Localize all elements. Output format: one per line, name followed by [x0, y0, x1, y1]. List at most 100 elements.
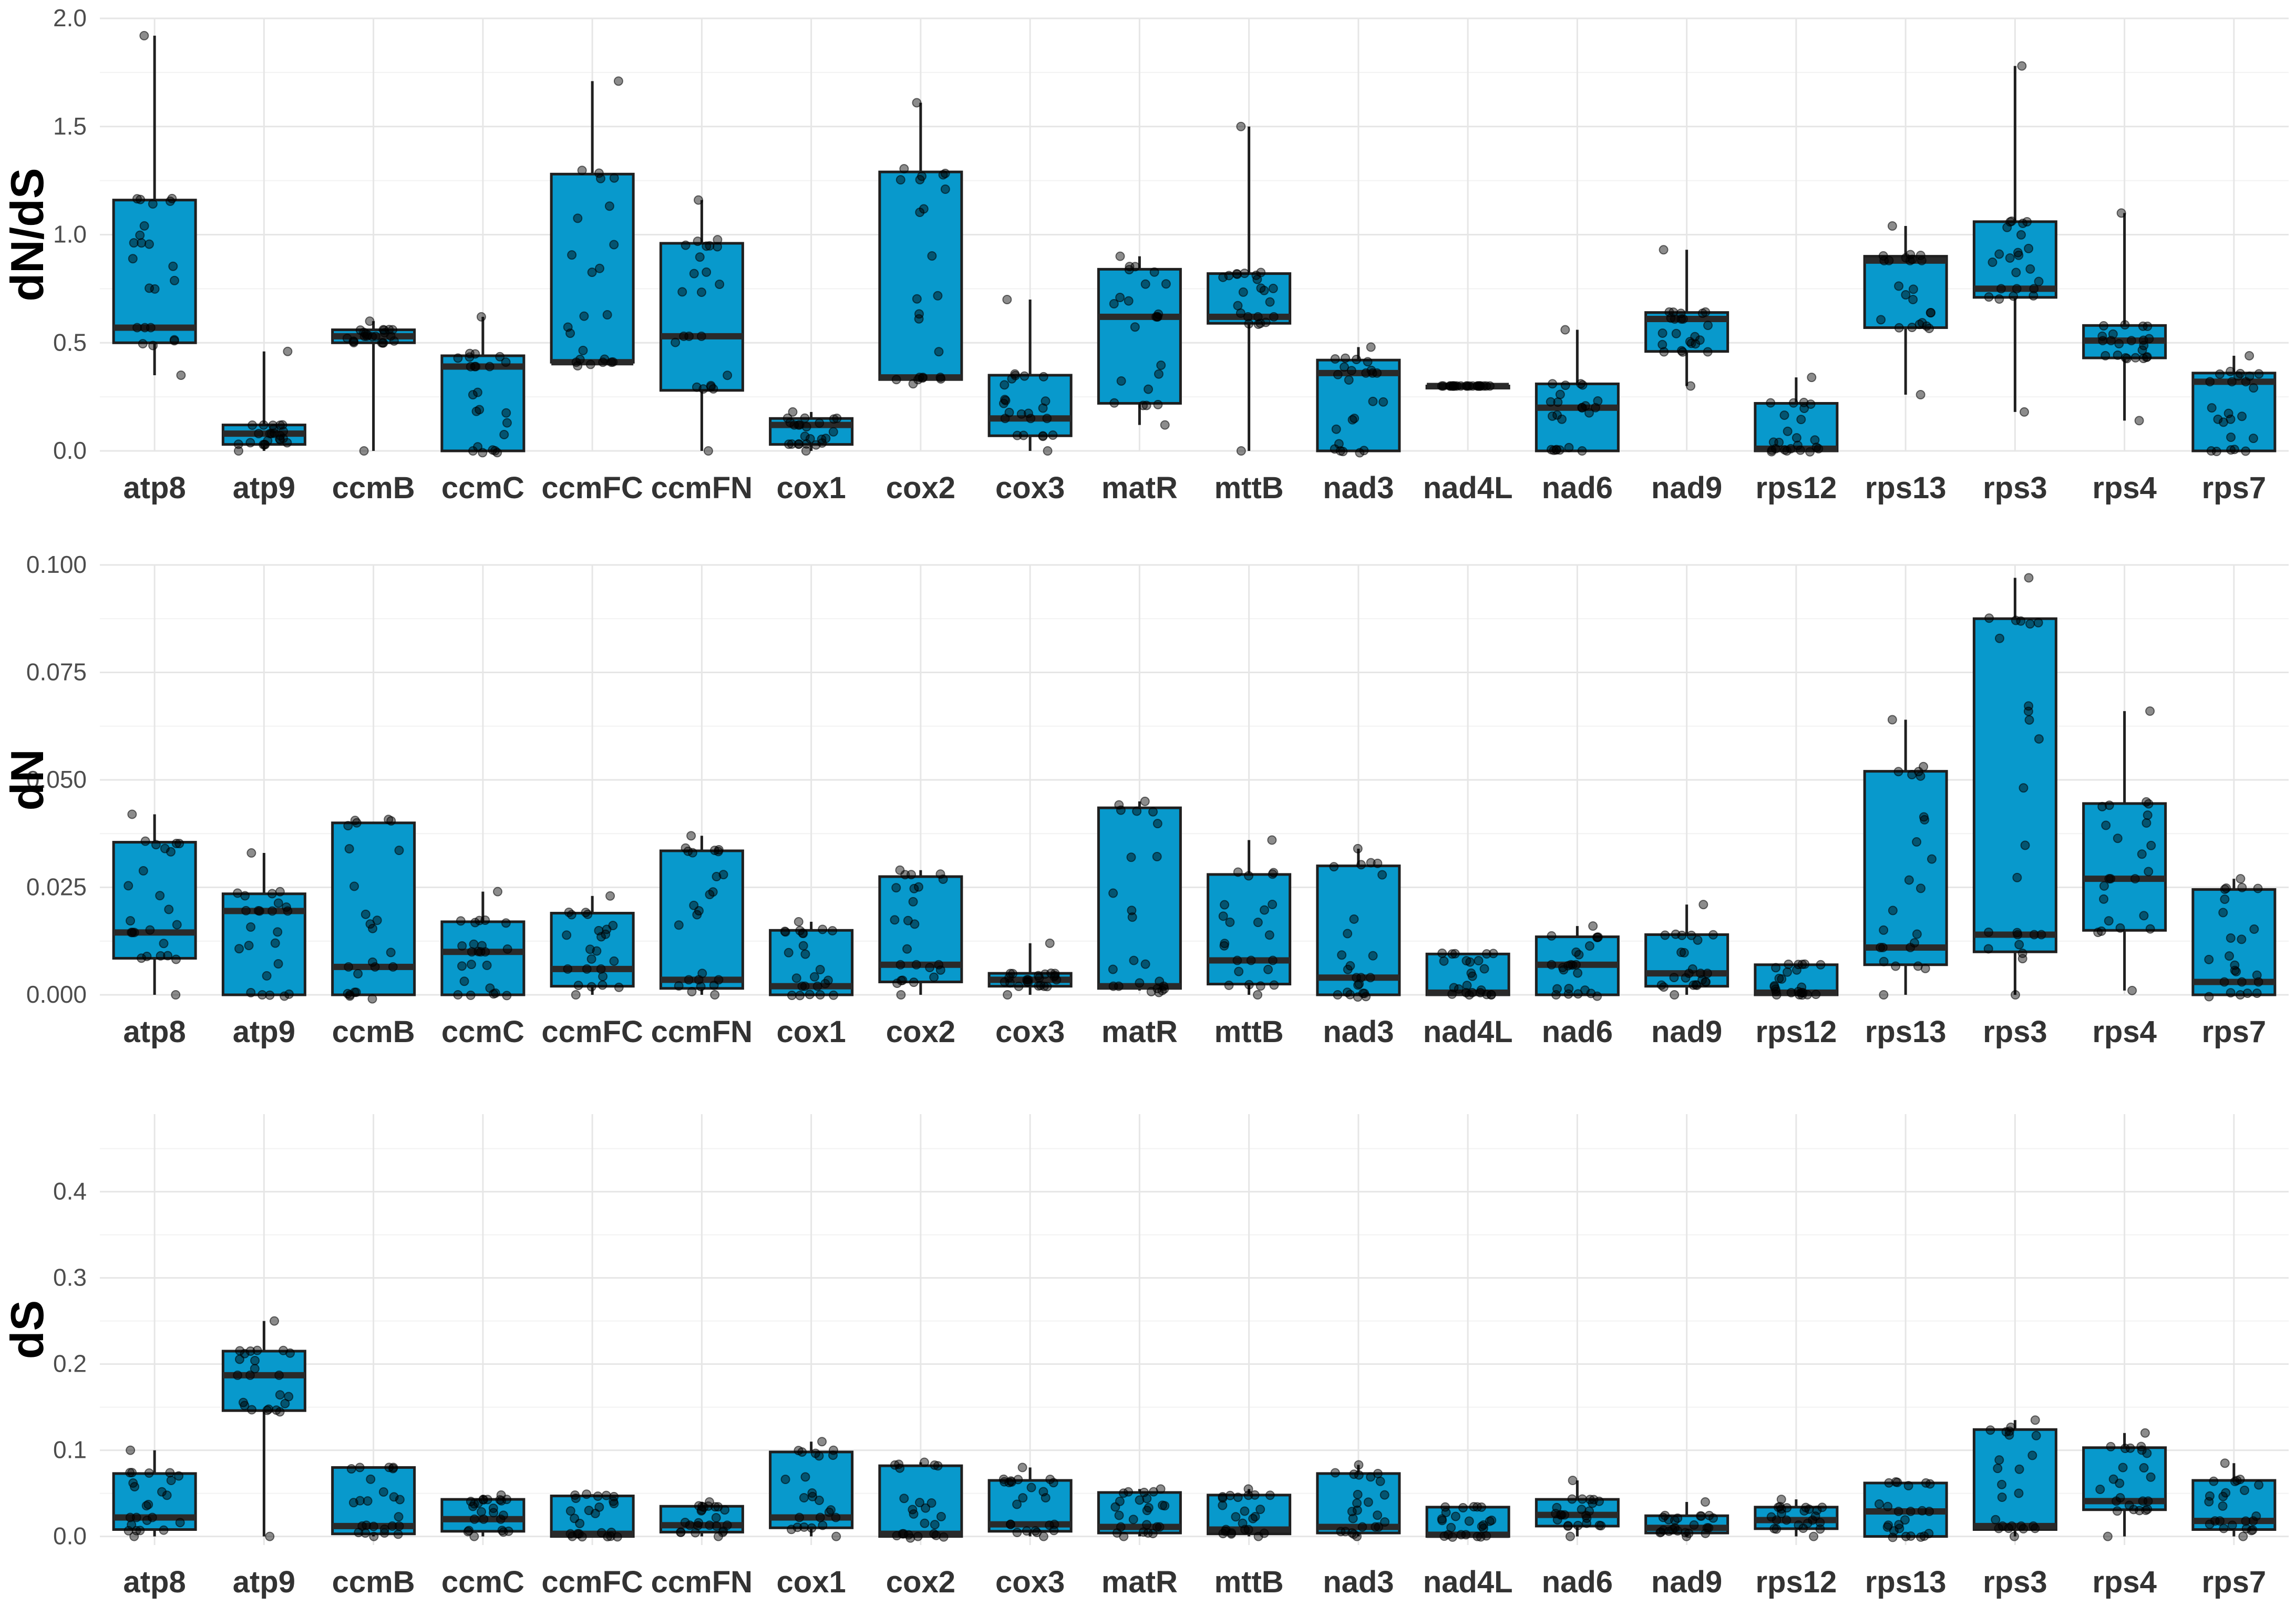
- data-point: [1811, 990, 1821, 1000]
- data-point: [713, 235, 723, 245]
- box-iqr: [1097, 267, 1182, 405]
- data-point: [594, 263, 604, 273]
- data-point: [1467, 971, 1477, 981]
- data-point: [1269, 312, 1279, 322]
- data-point: [1437, 1516, 1447, 1526]
- y-tick-label: 1.0: [53, 221, 87, 248]
- data-point: [805, 434, 815, 444]
- data-point: [1333, 369, 1343, 379]
- data-point: [1708, 930, 1718, 940]
- data-point: [1771, 986, 1781, 996]
- data-point: [1998, 1521, 2007, 1531]
- data-point: [1584, 941, 1594, 951]
- data-point: [2033, 617, 2043, 627]
- data-point: [1338, 447, 1348, 457]
- data-point: [1563, 1521, 1573, 1531]
- data-point: [1916, 1532, 1926, 1542]
- data-point: [1984, 292, 1994, 302]
- data-point: [2099, 894, 2109, 904]
- data-point: [695, 252, 705, 262]
- x-tick-label: rps12: [1755, 1015, 1837, 1049]
- data-point: [815, 418, 825, 428]
- data-point: [1012, 1528, 1022, 1538]
- data-point: [1116, 1522, 1126, 1532]
- data-point: [1879, 925, 1889, 935]
- data-point: [389, 1492, 399, 1502]
- data-point: [1678, 314, 1688, 324]
- data-point: [1708, 1513, 1718, 1523]
- data-point: [2097, 331, 2107, 341]
- x-tick-label: matR: [1101, 1015, 1178, 1049]
- data-point: [1366, 365, 1376, 375]
- data-point: [2144, 799, 2154, 809]
- data-point: [1361, 368, 1371, 378]
- box-iqr: [440, 354, 526, 452]
- data-point: [1799, 404, 1809, 414]
- x-tick-label: ccmB: [332, 471, 415, 505]
- data-point: [2244, 371, 2254, 381]
- data-point: [807, 1523, 817, 1533]
- data-point: [1807, 373, 1817, 383]
- data-point: [2237, 977, 2247, 987]
- data-point: [1551, 445, 1561, 455]
- box-nad3: [1316, 843, 1401, 1002]
- data-point: [2036, 930, 2046, 940]
- data-point: [453, 353, 463, 363]
- data-point: [1792, 965, 1801, 975]
- box-nad6: [1535, 921, 1620, 1001]
- data-point: [1330, 354, 1340, 364]
- data-point: [2095, 1484, 2105, 1494]
- box-cox3: [987, 294, 1073, 456]
- data-point: [2025, 619, 2035, 629]
- data-point: [1032, 1528, 1042, 1538]
- data-point: [1265, 1490, 1275, 1500]
- data-point: [2031, 1430, 2041, 1440]
- data-point: [1438, 381, 1448, 391]
- data-point: [579, 311, 589, 321]
- data-point: [2012, 284, 2022, 294]
- data-point: [265, 1531, 275, 1541]
- data-point: [918, 373, 928, 383]
- data-point: [567, 250, 577, 260]
- data-point: [171, 990, 181, 1000]
- data-point: [1366, 342, 1376, 352]
- data-point: [248, 420, 258, 430]
- data-point: [1594, 1520, 1604, 1530]
- data-point: [2118, 1463, 2128, 1473]
- data-point: [914, 309, 924, 319]
- data-point: [1906, 1507, 1916, 1517]
- data-point: [1988, 258, 1998, 267]
- data-point: [1993, 1464, 2003, 1474]
- data-point: [368, 923, 378, 933]
- data-point: [2226, 414, 2236, 424]
- data-point: [245, 438, 255, 448]
- data-point: [2024, 573, 2034, 583]
- data-point: [890, 915, 900, 925]
- data-point: [1109, 398, 1119, 408]
- data-point: [1784, 959, 1794, 969]
- data-point: [2106, 1442, 2116, 1452]
- data-point: [471, 406, 481, 416]
- data-point: [1263, 964, 1273, 974]
- data-point: [785, 417, 795, 427]
- data-point: [1815, 1518, 1825, 1528]
- data-point: [1768, 437, 1778, 447]
- data-point: [174, 1471, 184, 1481]
- data-point: [2230, 1476, 2240, 1486]
- data-point: [1776, 1495, 1786, 1505]
- data-point: [1580, 401, 1590, 411]
- data-point: [372, 915, 382, 925]
- data-point: [671, 337, 681, 347]
- data-point: [1925, 1479, 1935, 1489]
- data-point: [1038, 372, 1048, 382]
- data-point: [262, 1405, 272, 1415]
- data-point: [829, 990, 839, 1000]
- data-point: [240, 1349, 250, 1358]
- data-point: [2226, 366, 2236, 376]
- data-point: [2139, 1463, 2149, 1473]
- data-point: [929, 972, 939, 982]
- data-point: [815, 990, 825, 1000]
- data-point: [1116, 376, 1126, 386]
- data-point: [609, 1498, 619, 1508]
- data-point: [1659, 347, 1669, 357]
